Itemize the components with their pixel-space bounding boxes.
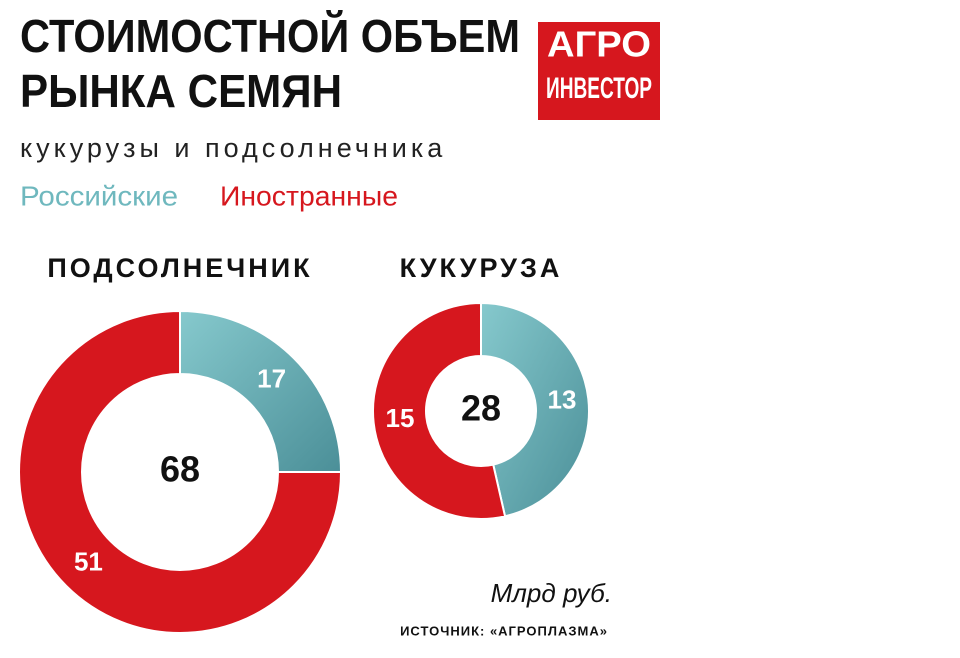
unit-label: Млрд руб. (491, 578, 612, 608)
donut-segment (480, 301, 590, 518)
donut-segment (18, 309, 343, 634)
value-label: 15 (386, 403, 415, 433)
donut-segment (179, 309, 343, 473)
value-label: 17 (257, 363, 286, 393)
source: ИСТОЧНИК: «АГРОПЛАЗМА» (400, 623, 608, 638)
donut-segment (372, 301, 507, 520)
title-line: СТОИМОСТНОЙ ОБЪЕМ (20, 10, 520, 62)
logo-text: ИНВЕСТОР (546, 72, 652, 105)
legend-label: Российские (20, 180, 178, 211)
chart-title: КУКУРУЗА (400, 253, 563, 283)
logo-text: АГРО (547, 24, 651, 65)
value-label: 13 (548, 385, 577, 415)
logo-box (538, 22, 660, 120)
subtitle: кукурузы и подсолнечника (20, 133, 446, 163)
total-label: 28 (461, 388, 501, 429)
value-label: 51 (74, 546, 103, 576)
chart-title: ПОДСОЛНЕЧНИК (47, 253, 312, 283)
legend-label: Иностранные (220, 180, 398, 211)
total-label: 68 (160, 449, 200, 490)
title-line: РЫНКА СЕМЯН (20, 65, 342, 117)
